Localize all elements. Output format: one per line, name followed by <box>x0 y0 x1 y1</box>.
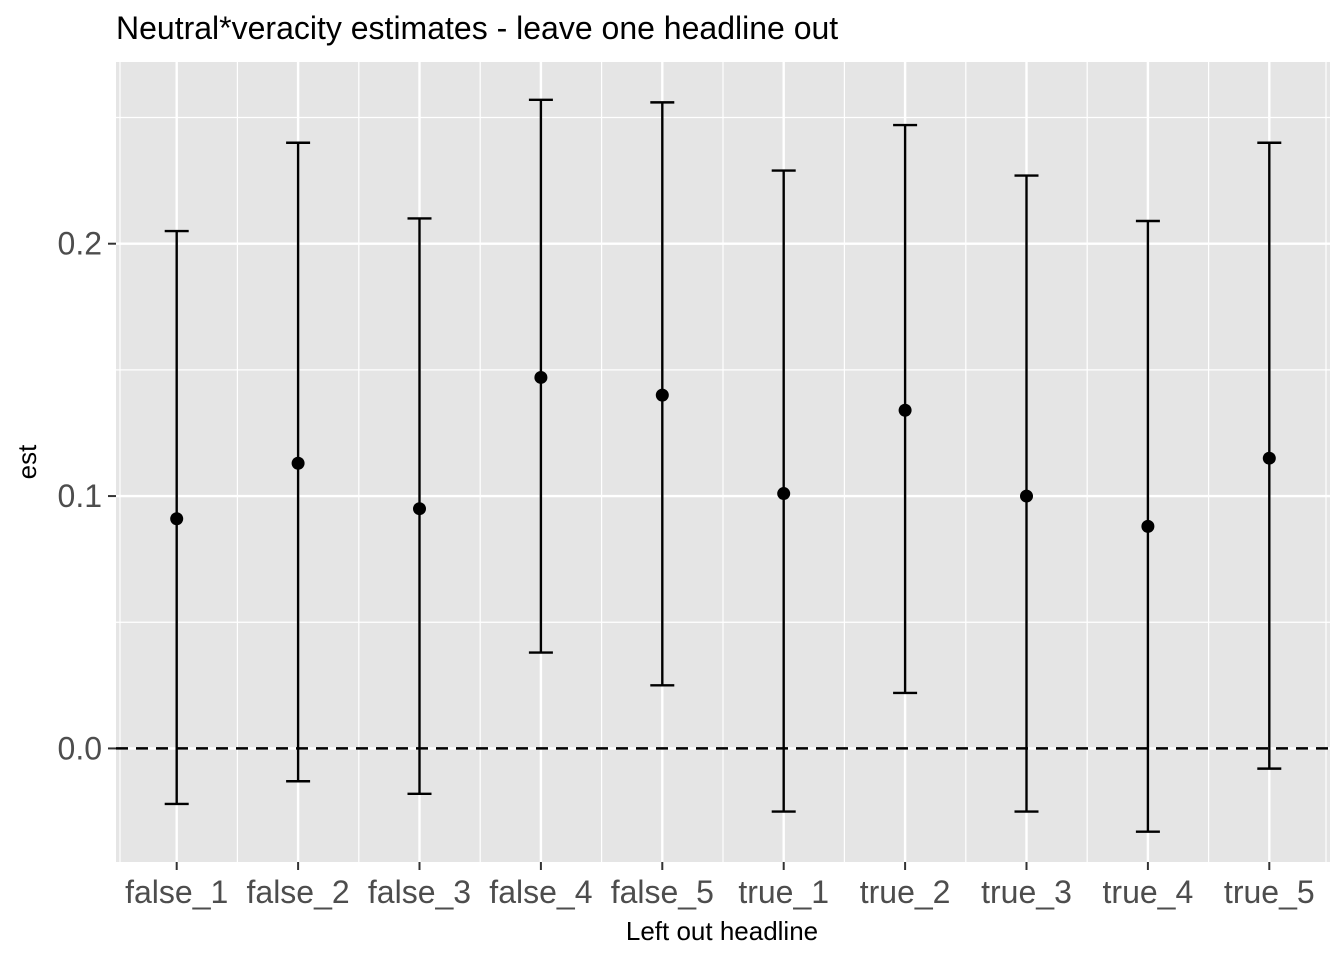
x-tick-label: false_1 <box>125 874 228 910</box>
data-point <box>1020 489 1033 503</box>
y-tick-label: 0.2 <box>58 226 102 262</box>
x-tick-label: true_3 <box>981 874 1072 910</box>
y-axis: 0.0 0.1 0.2 <box>58 226 116 766</box>
x-tick-label: false_3 <box>368 874 471 910</box>
x-tick-label: false_2 <box>247 874 350 910</box>
data-point <box>655 388 669 402</box>
chart-title: Neutral*veracity estimates - leave one h… <box>116 10 838 46</box>
data-point <box>777 487 791 501</box>
x-tick-label: true_2 <box>860 874 951 910</box>
y-tick-label: 0.0 <box>58 730 102 766</box>
data-point <box>898 403 912 417</box>
grid-minor <box>116 62 1330 862</box>
data-point <box>413 502 426 516</box>
data-point <box>1141 519 1155 533</box>
x-tick-label: false_4 <box>489 874 592 910</box>
data-point <box>291 456 305 470</box>
x-axis-title: Left out headline <box>626 916 818 946</box>
data-point <box>170 512 184 526</box>
y-tick-label: 0.1 <box>58 478 102 514</box>
data-point <box>534 370 548 384</box>
x-tick-label: true_1 <box>738 874 829 910</box>
x-tick-label: false_5 <box>611 874 714 910</box>
data-point <box>1262 451 1276 465</box>
x-tick-label: true_4 <box>1103 874 1194 910</box>
points <box>170 370 1276 533</box>
y-axis-title: est <box>12 444 42 479</box>
x-axis: false_1 false_2 false_3 false_4 false_5 true_… <box>125 862 1315 910</box>
x-tick-label: true_5 <box>1224 874 1315 910</box>
